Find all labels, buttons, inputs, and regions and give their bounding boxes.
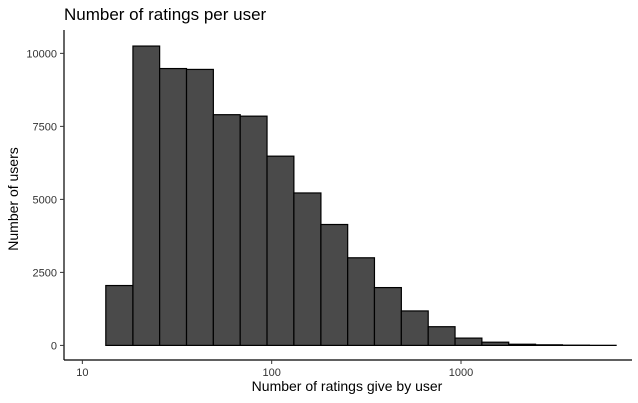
histogram-bar <box>481 341 510 347</box>
histogram-bar <box>454 337 483 347</box>
histogram-bar <box>159 67 188 347</box>
histogram-bar <box>185 68 214 346</box>
histogram-bar <box>212 114 241 347</box>
histogram-bar <box>534 344 564 346</box>
y-tick-label: 0 <box>51 340 57 352</box>
y-axis-ticks: 0 2500 5000 7500 10000 <box>26 48 64 352</box>
x-tick-label: 1000 <box>449 367 473 379</box>
x-tick-label: 10 <box>76 367 88 379</box>
histogram-bar <box>508 343 537 347</box>
histogram-bar <box>347 257 376 347</box>
bars-group <box>105 45 617 347</box>
histogram-bar <box>373 286 402 346</box>
histogram-bar <box>132 45 161 346</box>
histogram-bar <box>293 192 322 347</box>
x-axis-title: Number of ratings give by user <box>252 378 443 394</box>
histogram-bar <box>320 223 349 347</box>
histogram-bar <box>239 115 268 347</box>
x-axis-ticks: 10 100 1000 <box>76 360 473 379</box>
chart-title: Number of ratings per user <box>64 5 267 24</box>
histogram-bar <box>400 310 429 347</box>
x-tick-label: 100 <box>263 367 281 379</box>
histogram-bar <box>266 155 295 347</box>
histogram-bar <box>427 326 456 346</box>
y-tick-label: 7500 <box>33 121 57 133</box>
y-axis-title: Number of users <box>5 147 21 250</box>
y-tick-label: 10000 <box>26 48 57 60</box>
y-tick-label: 2500 <box>33 267 57 279</box>
y-tick-label: 5000 <box>33 194 57 206</box>
histogram-bar <box>105 284 134 346</box>
